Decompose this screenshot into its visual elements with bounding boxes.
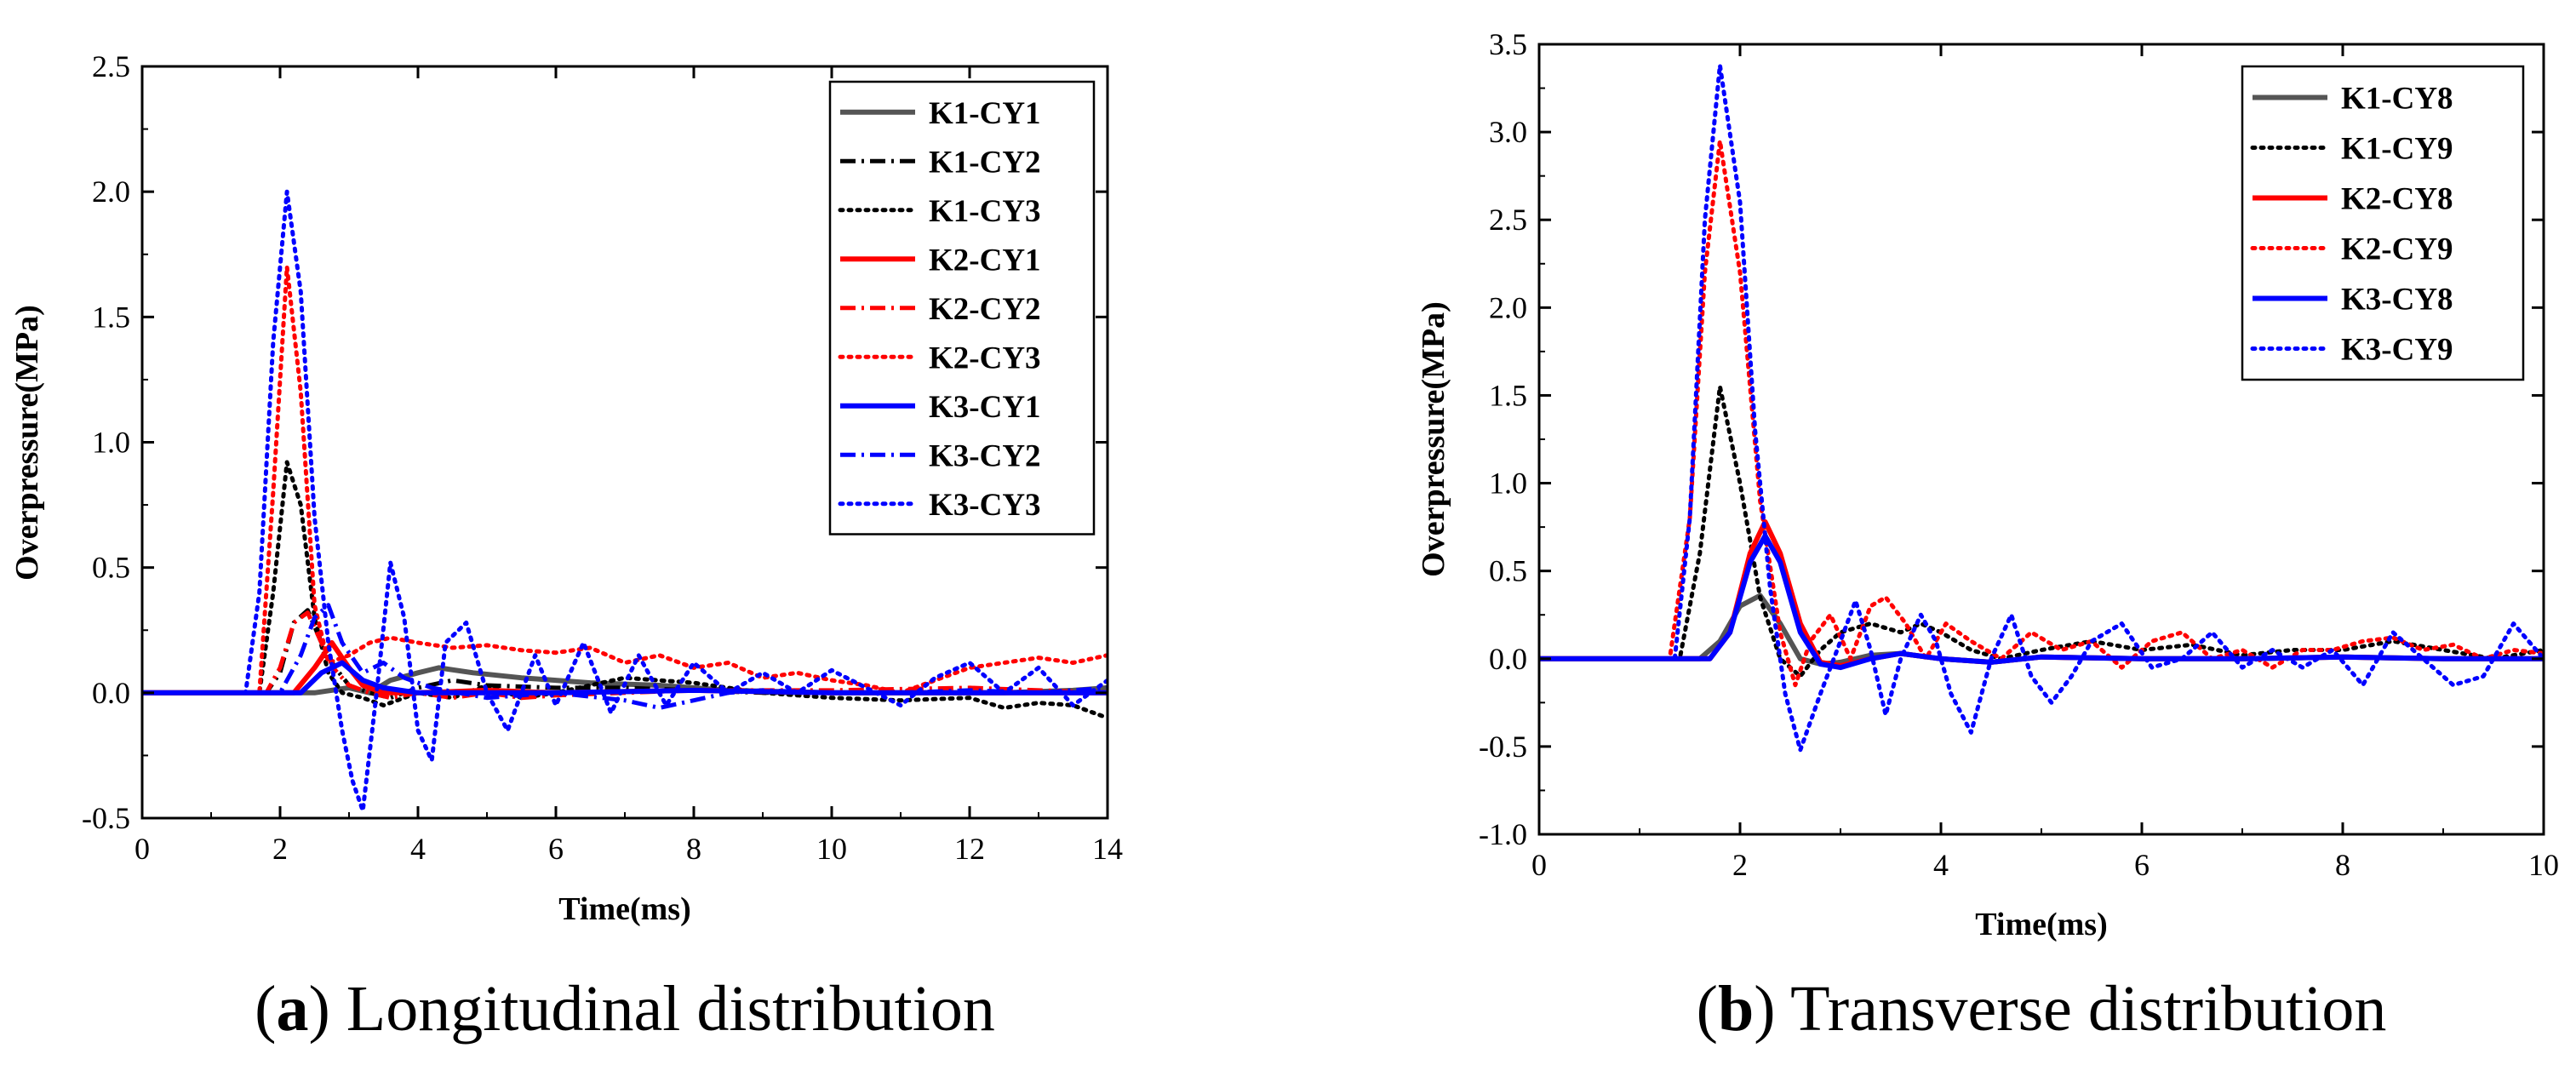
panel-b-y-tick-label: 0.5 — [1489, 554, 1527, 588]
panel-a-x-tick-label: 6 — [548, 832, 564, 866]
panel-a-x-tick-label: 8 — [686, 832, 701, 866]
panel-a-x-tick-label: 2 — [272, 832, 288, 866]
panel-a-y-axis-label: Overpressure(MPa) — [9, 305, 45, 581]
panel-b-x-axis-label: Time(ms) — [1975, 907, 2108, 942]
panel-b-x-tick-label: 8 — [2335, 848, 2350, 882]
panel-a-x-tick-label: 0 — [135, 832, 150, 866]
panel-a-y-tick-label: 2.0 — [92, 175, 130, 209]
panel-b-series-k3-cy8 — [1539, 533, 2544, 671]
panel-b-y-axis-label: Overpressure(MPa) — [1416, 301, 1451, 577]
panel-b-legend: K1-CY8 K1-CY9 K2-CY8 K2-CY9 K3-CY8 K3-CY9 — [2241, 65, 2525, 381]
panel-a-legend-label-k2-cy3: K2-CY3 — [929, 341, 1041, 375]
panel-b-x-tick-label: 0 — [1531, 848, 1547, 882]
panel-b-legend-label-k2-cy9: K2-CY9 — [2341, 232, 2453, 267]
panel-b-ticks-layer: 0 2 4 6 8 10 -1.0 -0.5 0.0 0.5 1.0 1.5 2.0 2.5 3.0 3.5 — [1479, 27, 2559, 882]
panel-b-caption-text: Transverse distribution — [1790, 973, 2386, 1045]
panel-a-series-layer — [142, 189, 1108, 813]
panel-b-x-tick-label: 6 — [2134, 848, 2150, 882]
panel-b-legend-label-k2-cy8: K2-CY8 — [2341, 182, 2453, 217]
panel-a-caption: (a) Longitudinal distribution — [255, 973, 995, 1045]
panel-a-legend: K1-CY1 K1-CY2 K1-CY3 K2-CY1 K2-CY2 K2-CY3 K3-C… — [828, 80, 1096, 535]
panel-a: 0 2 4 6 8 10 12 14 -0.5 0.0 0.5 1.0 1.5 2.0 2.5 Time(m… — [9, 49, 1123, 1045]
panel-a-legend-label-k2-cy1: K2-CY1 — [929, 243, 1041, 278]
panel-a-legend-label-k1-cy1: K1-CY1 — [929, 96, 1041, 131]
panel-b-letter: b — [1718, 973, 1754, 1045]
panel-b-y-tick-label: 1.5 — [1489, 378, 1527, 412]
panel-a-y-tick-label: 0.5 — [92, 551, 130, 585]
panel-b-y-tick-label: -0.5 — [1479, 730, 1527, 764]
panel-b-y-tick-label: 1.0 — [1489, 467, 1527, 501]
panel-a-caption-text: Longitudinal distribution — [346, 973, 995, 1045]
panel-a-y-tick-label: 0.0 — [92, 676, 130, 710]
panel-b-y-tick-label: 2.5 — [1489, 203, 1527, 237]
panel-b-series-layer — [1539, 63, 2544, 753]
panel-a-letter: a — [276, 973, 308, 1045]
panel-a-y-tick-label: -0.5 — [82, 801, 130, 835]
panel-b-x-tick-label: 10 — [2528, 848, 2559, 882]
panel-b-legend-box — [2241, 65, 2525, 381]
panel-a-y-tick-label: 2.5 — [92, 49, 130, 83]
panel-a-legend-label-k1-cy2: K1-CY2 — [929, 145, 1041, 180]
panel-b-x-tick-label: 2 — [1732, 848, 1748, 882]
panel-a-legend-label-k3-cy1: K3-CY1 — [929, 390, 1041, 425]
panel-b-y-tick-label: 2.0 — [1489, 290, 1527, 324]
panel-a-legend-label-k2-cy2: K2-CY2 — [929, 292, 1041, 327]
panel-b: 0 2 4 6 8 10-1.0-0.50.00.51.01.52.02.53.03.5 … — [1416, 27, 2559, 1045]
panel-a-x-axis-label: Time(ms) — [558, 891, 691, 927]
panel-a-x-tick-label: 4 — [410, 832, 426, 866]
panel-a-legend-label-k3-cy2: K3-CY2 — [929, 438, 1041, 473]
panel-b-y-tick-label: 3.5 — [1489, 27, 1527, 61]
panel-a-y-tick-label: 1.5 — [92, 300, 130, 334]
panel-a-ticks-layer: 0 2 4 6 8 10 12 14 -0.5 0.0 0.5 1.0 1.5 2.0 2.5 — [82, 49, 1123, 866]
panel-b-legend-label-k1-cy9: K1-CY9 — [2341, 132, 2453, 167]
panel-b-legend-label-k3-cy9: K3-CY9 — [2341, 333, 2453, 368]
panel-a-legend-label-k3-cy3: K3-CY3 — [929, 488, 1041, 523]
panel-b-y-tick-label: 3.0 — [1489, 115, 1527, 149]
panel-b-x-tick-label: 4 — [1933, 848, 1949, 882]
panel-a-x-tick-label: 10 — [816, 832, 847, 866]
panel-b-legend-label-k3-cy8: K3-CY8 — [2341, 283, 2453, 318]
panel-b-y-tick-label: 0.0 — [1489, 642, 1527, 676]
panel-b-caption: (b) Transverse distribution — [1697, 973, 2387, 1045]
panel-a-series-k3-cy3 — [142, 189, 1108, 813]
panel-a-x-tick-label: 12 — [954, 832, 985, 866]
panel-b-y-tick-label: -1.0 — [1479, 817, 1527, 851]
panel-a-y-tick-label: 1.0 — [92, 426, 130, 460]
panel-b-series-k3-cy9 — [1539, 63, 2544, 753]
panel-b-series-k2-cy8 — [1539, 518, 2544, 668]
panel-a-legend-label-k1-cy3: K1-CY3 — [929, 194, 1041, 229]
panel-a-x-tick-label: 14 — [1092, 832, 1123, 866]
panel-b-legend-label-k1-cy8: K1-CY8 — [2341, 82, 2453, 117]
